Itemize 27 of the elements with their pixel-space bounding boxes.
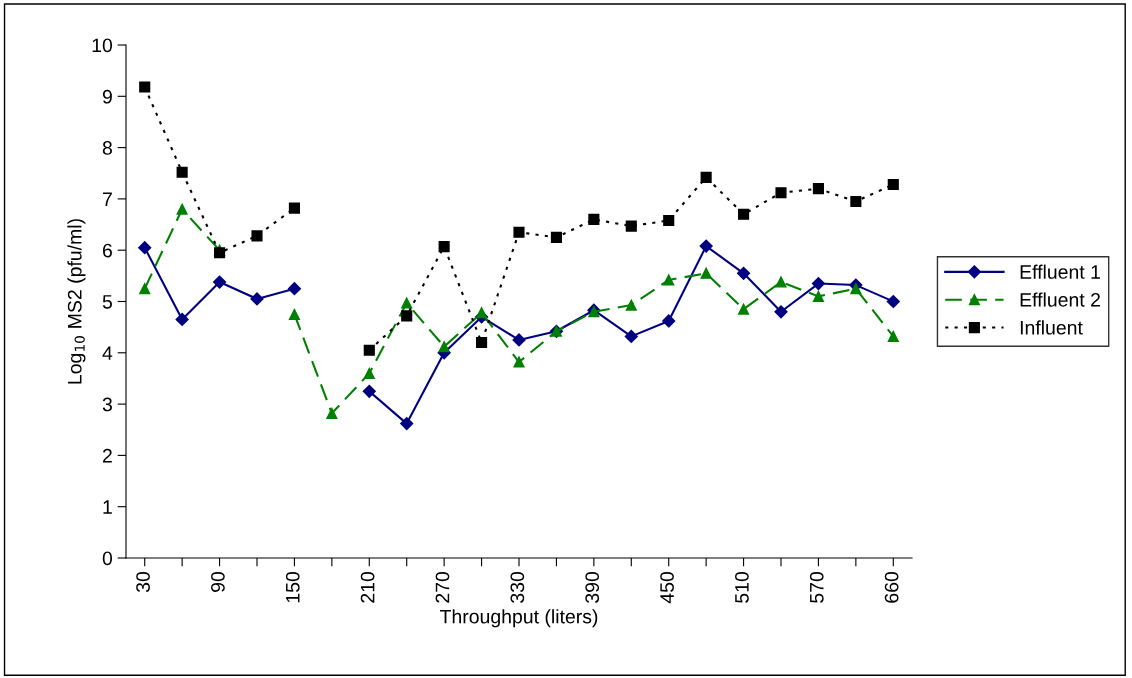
legend-label: Effluent 1 — [1020, 264, 1100, 279]
y-tick-label: 8 — [102, 141, 112, 155]
y-tick-label: 6 — [102, 243, 112, 258]
y-tick-label: 10 — [92, 38, 113, 53]
y-tick-label: 1 — [103, 500, 112, 514]
x-tick-label: 390 — [585, 571, 600, 603]
y-tick-label: 7 — [102, 192, 112, 206]
x-tick-label: 330 — [510, 571, 525, 603]
y-tick-label: 2 — [102, 448, 112, 463]
y-tick-label: 4 — [102, 346, 113, 360]
y-tick-label: 5 — [102, 295, 112, 309]
x-tick-label: 660 — [884, 571, 899, 603]
y-axis-title: Log$_{10}$ MS2 (pfu/ml) — [67, 219, 86, 384]
x-tick-label: 570 — [809, 571, 824, 603]
y-tick-label: 3 — [102, 397, 112, 412]
x-tick-label: 450 — [660, 571, 674, 604]
x-tick-label: 510 — [735, 571, 749, 603]
x-tick-label: 90 — [211, 571, 225, 592]
x-tick-label: 30 — [136, 571, 150, 593]
x-tick-label: 210 — [360, 571, 375, 603]
y-tick-label: 0 — [102, 551, 113, 566]
x-tick-label: 270 — [435, 571, 450, 603]
y-tick-label: 9 — [102, 89, 112, 104]
legend-label: Influent — [1020, 320, 1083, 335]
x-axis-title: Throughput (liters) — [440, 609, 598, 628]
legend-label: Effluent 2 — [1020, 292, 1100, 307]
x-tick-label: 150 — [285, 571, 300, 603]
